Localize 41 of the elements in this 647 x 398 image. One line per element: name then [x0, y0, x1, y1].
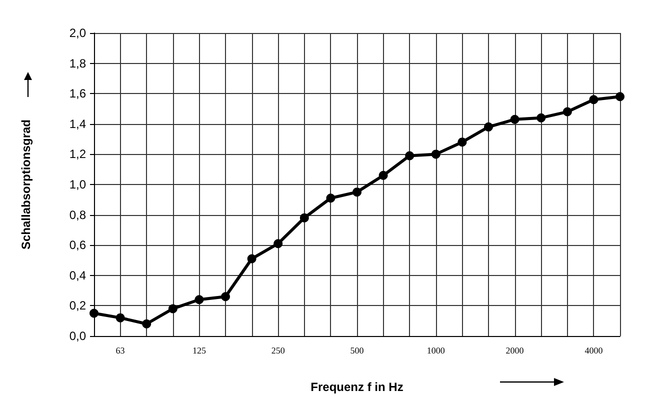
- y-tick-label: 0,0: [69, 329, 86, 343]
- y-tick-label: 0,8: [69, 208, 86, 222]
- point: [431, 150, 440, 159]
- y-tick-label: 1,8: [69, 56, 86, 70]
- y-tick-label: 0,6: [69, 238, 86, 252]
- point: [274, 239, 283, 248]
- point: [247, 254, 256, 264]
- x-tick-label: 2000: [506, 346, 524, 356]
- point: [536, 113, 546, 122]
- y-tick-label: 1,2: [69, 147, 86, 162]
- y-tick-label: 1,4: [69, 116, 86, 131]
- y-tick-label: 1,6: [69, 86, 86, 101]
- x-tick-label: 63: [116, 346, 126, 356]
- point: [116, 313, 125, 322]
- point: [589, 95, 598, 104]
- point: [168, 304, 178, 314]
- point: [352, 188, 362, 197]
- point: [405, 151, 414, 160]
- point: [194, 295, 204, 304]
- y-axis-title: Schallabsorptionsgrad: [19, 119, 33, 250]
- x-axis-title: Frequenz f in Hz: [310, 380, 404, 394]
- y-tick-label: 2,0: [69, 26, 86, 40]
- point: [458, 138, 467, 147]
- point: [510, 114, 520, 124]
- point: [484, 122, 493, 132]
- x-tick-label: 250: [271, 346, 286, 356]
- x-tick-label: 125: [192, 346, 206, 356]
- point: [562, 107, 572, 116]
- point: [142, 319, 152, 328]
- x-tick-label: 500: [350, 346, 364, 356]
- y-tick-label: 0,4: [69, 268, 86, 282]
- y-tick-label: 1,0: [69, 178, 86, 192]
- point: [378, 170, 388, 180]
- point: [616, 92, 624, 102]
- point: [300, 213, 309, 222]
- point: [90, 308, 98, 318]
- x-tick-label: 4000: [584, 346, 604, 356]
- x-tick-label: 1000: [426, 346, 446, 356]
- point: [221, 292, 230, 302]
- point: [326, 194, 336, 203]
- y-tick-label: 0,2: [69, 298, 86, 313]
